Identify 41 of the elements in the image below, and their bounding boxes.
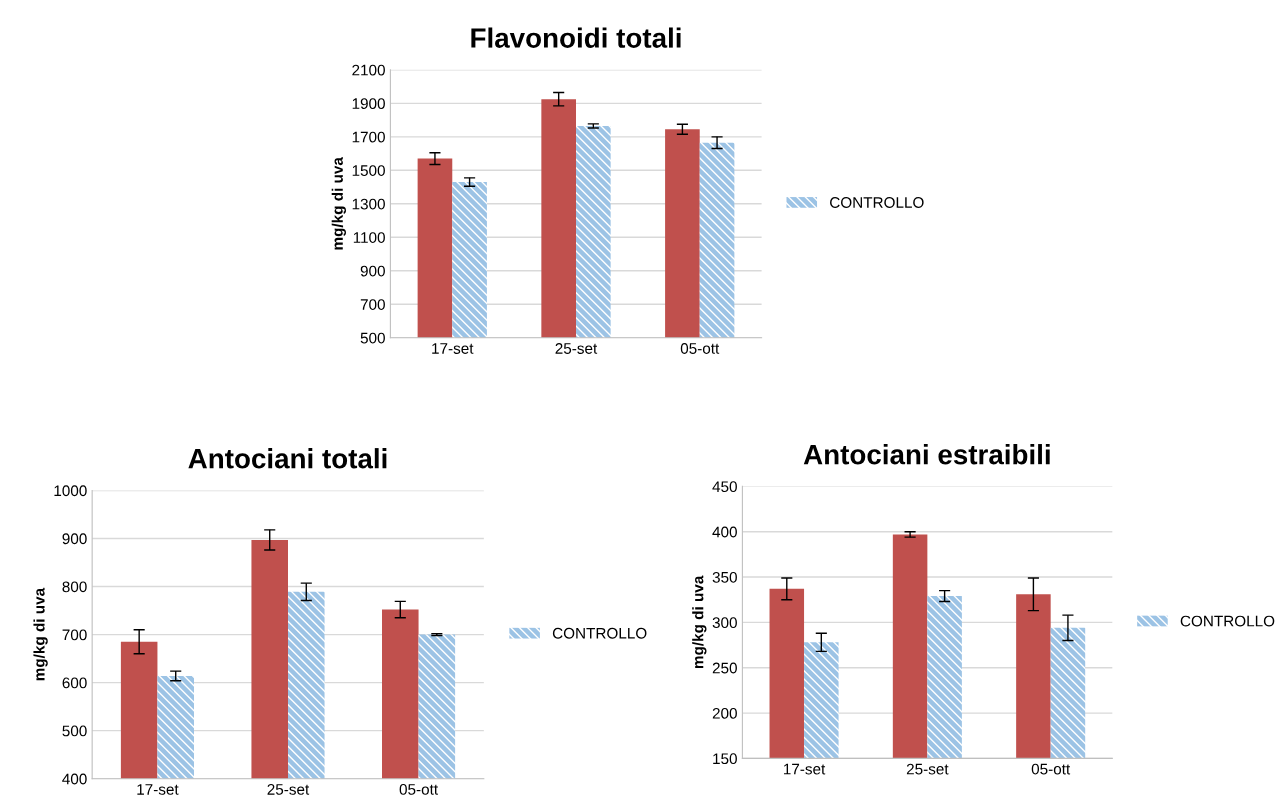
- x-tick-label: 05-ott: [680, 343, 720, 354]
- x-tick-label: 17-set: [432, 343, 474, 354]
- y-tick-label: 800: [62, 581, 87, 593]
- x-tick-label: 25-set: [267, 783, 310, 795]
- y-tick-label: 300: [712, 617, 737, 629]
- y-tick-label: 400: [712, 526, 737, 538]
- y-tick-label: 250: [712, 662, 737, 674]
- y-tick-label: 2100: [352, 64, 385, 76]
- legend-label: CONTROLLO: [552, 627, 647, 639]
- x-tick-label: 17-set: [137, 784, 179, 795]
- y-tick-label: 1900: [352, 98, 385, 110]
- y-tick-label: 150: [713, 753, 737, 765]
- y-tick-label: 400: [62, 773, 87, 785]
- y-axis-title: mg/kg di uva: [331, 157, 346, 250]
- legend-label: CONTROLLO: [1180, 615, 1275, 627]
- y-tick-label: 500: [62, 725, 87, 737]
- y-tick-label: 700: [360, 299, 385, 310]
- y-axis-title: mg/kg di uva: [692, 575, 707, 669]
- y-tick-label: 1100: [353, 232, 385, 243]
- chart-title: Antociani totali: [188, 448, 387, 469]
- y-tick-label: 600: [62, 677, 87, 689]
- y-tick-label: 1300: [352, 198, 385, 210]
- y-tick-label: 700: [62, 629, 87, 641]
- x-tick-label: 05-ott: [399, 783, 438, 795]
- y-tick-label: 500: [360, 332, 385, 344]
- y-tick-label: 1700: [352, 131, 385, 143]
- y-tick-label: 900: [360, 265, 385, 277]
- legend-label: CONTROLLO: [830, 197, 924, 208]
- y-tick-label: 1000: [54, 485, 87, 497]
- y-tick-label: 200: [712, 707, 737, 719]
- x-tick-label: 05-ott: [1031, 763, 1071, 775]
- y-tick-label: 350: [712, 571, 737, 583]
- y-tick-label: 900: [62, 533, 87, 545]
- x-tick-label: 25-set: [906, 763, 949, 775]
- x-tick-label: 25-set: [555, 343, 598, 354]
- chart-title: Antociani estraibili: [803, 444, 1050, 465]
- y-tick-label: 450: [712, 481, 737, 493]
- x-tick-label: 17-set: [783, 763, 826, 775]
- chart-title: Flavonoidi totali: [471, 27, 681, 48]
- y-axis-title: mg/kg di uva: [33, 587, 48, 681]
- y-tick-label: 1500: [352, 165, 385, 176]
